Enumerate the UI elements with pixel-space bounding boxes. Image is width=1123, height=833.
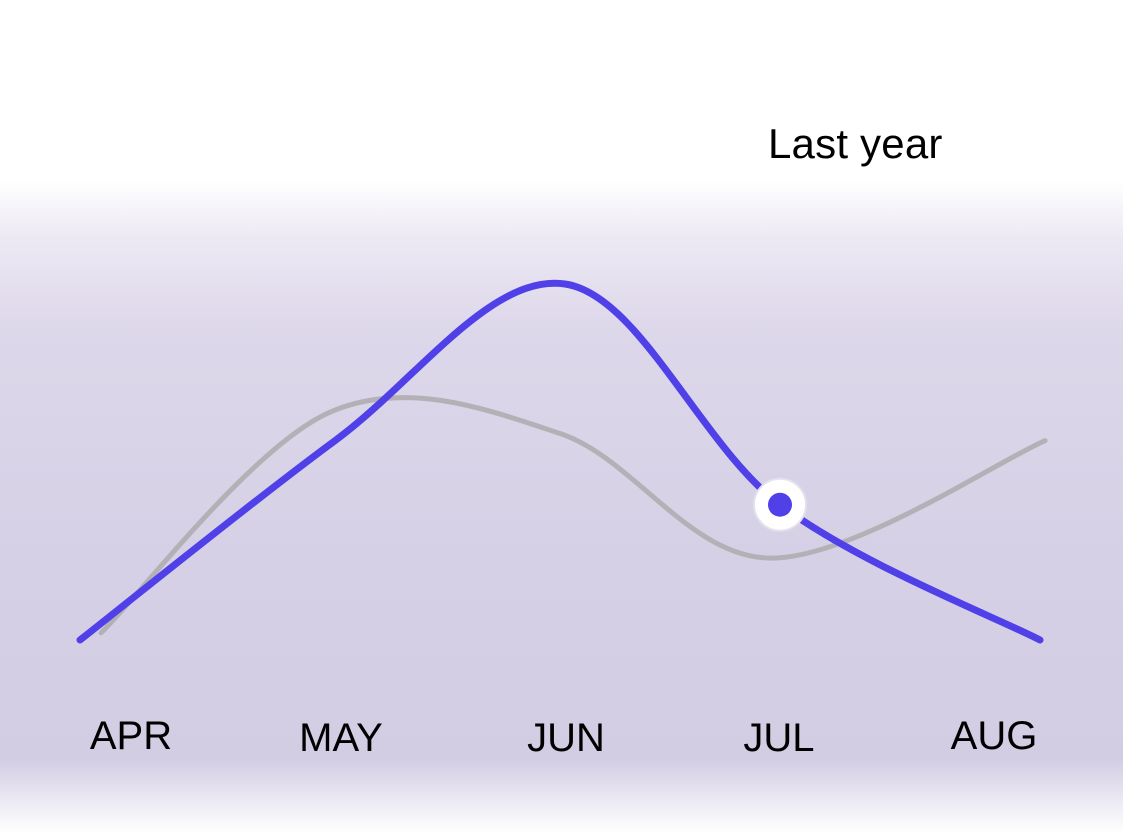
last-year-point-apr [98, 630, 104, 636]
x-tick-label-aug: AUG [951, 714, 1038, 758]
series-layer [76, 279, 1048, 644]
last-year-point-jun [557, 431, 563, 437]
x-tick-label-may: MAY [299, 716, 383, 760]
series-line-current [76, 279, 1044, 644]
series-line-last-year [98, 394, 1048, 636]
x-tick-label-apr: APR [90, 714, 172, 758]
last-year-point-aug [1042, 438, 1048, 444]
legend-label-last-year: Last year [768, 120, 943, 167]
x-tick-label-jul: JUL [743, 716, 814, 760]
highlighted-point-dot [768, 492, 792, 517]
last-year-point-may [327, 409, 333, 415]
current-point-may [332, 438, 338, 444]
last-year-point-jul [767, 555, 773, 561]
x-axis-labels: APR MAY JUN JUL AUG [90, 714, 1037, 760]
current-point-jun [562, 281, 568, 287]
current-point-apr [77, 637, 83, 643]
current-point-aug [1037, 637, 1043, 643]
highlighted-point-marker[interactable] [753, 477, 807, 532]
x-tick-label-jun: JUN [527, 716, 605, 760]
